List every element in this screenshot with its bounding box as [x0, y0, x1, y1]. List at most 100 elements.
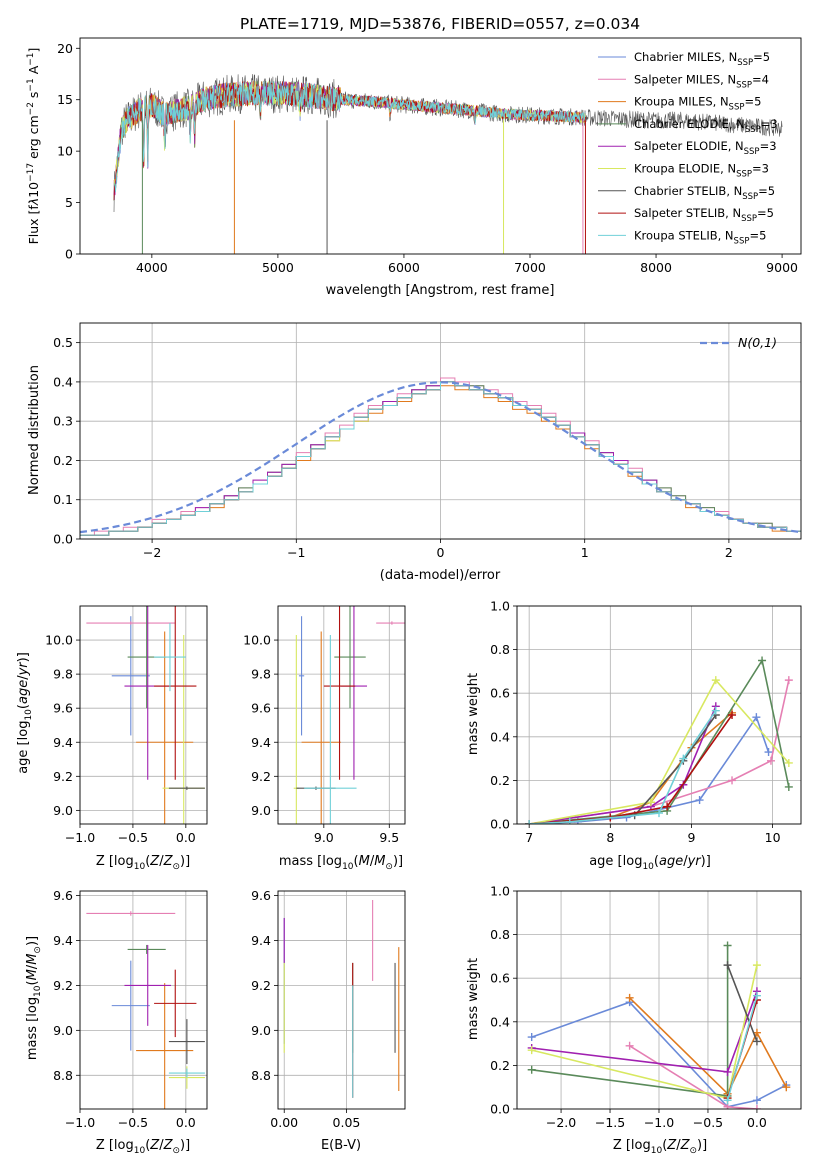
axes-frame — [516, 890, 802, 1110]
legend: Chabrier MILES, NSSP=5 Salpeter MILES, NS… — [598, 50, 778, 246]
mass-weight-ylabel-b: mass weight — [466, 958, 481, 1040]
error-bar-point — [86, 621, 176, 625]
mass-weight-point — [527, 1065, 536, 1074]
legend-label: Chabrier STELIB, NSSP=5 — [634, 184, 775, 202]
reference-legend-label: N(0,1) — [738, 335, 777, 350]
mass-weight-point — [711, 706, 720, 715]
mass-ylabel: mass [log10(M/M⊙)] — [25, 936, 43, 1060]
x-tick-label: −2 — [143, 545, 161, 560]
x-tick-label: 0 — [437, 545, 445, 560]
mass-vs-ebv-panel: 0.00 0.05 8.8 9.0 9.2 9.4 9.6 — [251, 888, 406, 1130]
error-bar-point — [127, 944, 166, 954]
y-tick-label: 0.4 — [53, 374, 73, 389]
y-tick-label: 0.8 — [490, 642, 510, 657]
mass-weight-series-line — [529, 658, 790, 824]
y-tick-label: 0.5 — [53, 335, 73, 350]
mass-weight-series-line — [531, 991, 758, 1073]
legend-label: Salpeter STELIB, NSSP=5 — [634, 206, 774, 224]
y-tick-label: 9.8 — [53, 667, 73, 682]
y-tick-label: 0.4 — [490, 1014, 510, 1029]
mass-weight-series-line — [529, 705, 717, 824]
plot-area — [293, 606, 405, 824]
z-xlabel-b: Z [log10(Z/Z⊙)] — [96, 1138, 190, 1156]
y-tick-label: 9.6 — [251, 701, 271, 716]
plot-area — [86, 911, 205, 1109]
mass-weight-point — [752, 1096, 761, 1105]
mass-weight-point — [752, 1105, 761, 1109]
histogram-series — [80, 381, 801, 536]
x-tick-label: −0.5 — [693, 1115, 723, 1130]
legend-label: Kroupa MILES, NSSP=5 — [634, 95, 761, 113]
mass-weight-point — [565, 817, 574, 824]
y-tick-label: 9.0 — [53, 803, 73, 818]
mass-weight-point — [655, 809, 663, 818]
legend-label: Kroupa ELODIE, NSSP=3 — [634, 162, 769, 180]
x-tick-label: −2.0 — [546, 1115, 576, 1130]
y-tick-label: 0.3 — [53, 414, 73, 429]
x-tick-label: 6000 — [388, 260, 420, 275]
y-tick-label: 10 — [57, 144, 73, 159]
y-tick-label: 9.2 — [251, 978, 271, 993]
y-tick-label: 0.8 — [490, 927, 510, 942]
mass-xlabel: mass [log10(M/M⊙)] — [279, 854, 403, 872]
age-vs-mass-panel: 9.0 9.5 9.0 9.2 9.4 9.6 9.8 10.0 — [243, 605, 406, 845]
x-tick-label: 10 — [765, 830, 781, 845]
legend-label: Salpeter MILES, NSSP=4 — [634, 72, 769, 90]
mass-weight-vs-z-panel: −2.0 −1.5 −1.0 −0.5 0.0 0.0 0.2 0.4 0.6 0.8 1.0 — [490, 884, 802, 1130]
y-tick-label: 0.2 — [490, 773, 510, 788]
y-tick-label: 9.6 — [53, 701, 73, 716]
mass-weight-point — [758, 656, 767, 665]
mass-weight-point — [527, 1033, 536, 1042]
mass-weight-point — [625, 1041, 634, 1050]
mass-weight-point — [525, 820, 534, 824]
age-ylabel: age [log10(age/yr)] — [16, 652, 34, 774]
mass-weight-vs-age-panel: 7 8 9 10 0.0 0.2 0.4 0.6 0.8 1.0 — [490, 599, 802, 845]
mass-weight-point — [646, 798, 655, 807]
axes-frame — [79, 890, 208, 1110]
axes-frame — [277, 890, 406, 1110]
plot-area — [113, 74, 783, 254]
mass-weight-point — [723, 1067, 732, 1076]
residuals-panel: −2 −1 0 1 2 0.0 0.1 0.2 0.3 0.4 0.5 N(0,1) — [53, 322, 802, 560]
mass-weight-series-line — [529, 678, 790, 824]
mass-weight-point — [752, 713, 761, 722]
error-bar-point — [298, 616, 305, 736]
error-bar-point — [323, 606, 356, 780]
y-tick-label: 10.0 — [45, 633, 73, 648]
spectrum-series-line — [113, 81, 586, 185]
x-tick-label: 7 — [525, 830, 533, 845]
x-tick-label: 0.00 — [270, 1115, 298, 1130]
x-tick-label: 9.5 — [379, 830, 399, 845]
mass-weight-point — [728, 776, 737, 785]
mass-weight-point — [784, 782, 793, 791]
mass-weight-point — [766, 756, 775, 765]
y-tick-label: 9.4 — [251, 933, 271, 948]
x-tick-label: −1 — [287, 545, 305, 560]
error-bar-point — [154, 623, 186, 692]
x-tick-label: 0.0 — [176, 830, 196, 845]
mass-weight-series-line — [529, 712, 733, 824]
y-tick-label: 10.0 — [243, 633, 271, 648]
z-xlabel-a: Z [log10(Z/Z⊙)] — [96, 854, 190, 872]
axes-frame — [79, 37, 802, 255]
mass-weight-point — [782, 1083, 791, 1092]
mass-weight-point — [723, 961, 732, 970]
mass-weight-series-line — [726, 964, 758, 1042]
y-tick-label: 0.4 — [490, 729, 510, 744]
x-tick-label: −1.5 — [595, 1115, 625, 1130]
y-tick-label: 0.6 — [490, 971, 510, 986]
error-bar-point — [111, 616, 150, 736]
mass-weight-series-line — [531, 964, 758, 1100]
mass-weight-point — [679, 754, 688, 763]
spectrum-series-line — [113, 81, 586, 193]
y-tick-label: 8.8 — [251, 1068, 271, 1083]
mass-weight-point — [723, 941, 732, 950]
x-tick-label: −0.5 — [118, 1115, 148, 1130]
error-bar-point — [376, 621, 405, 625]
mass-weight-series-line — [726, 995, 758, 1101]
y-tick-label: 0.6 — [490, 686, 510, 701]
y-tick-label: 0.2 — [53, 453, 73, 468]
x-tick-label: 0.05 — [333, 1115, 361, 1130]
mass-weight-point — [752, 1037, 761, 1046]
